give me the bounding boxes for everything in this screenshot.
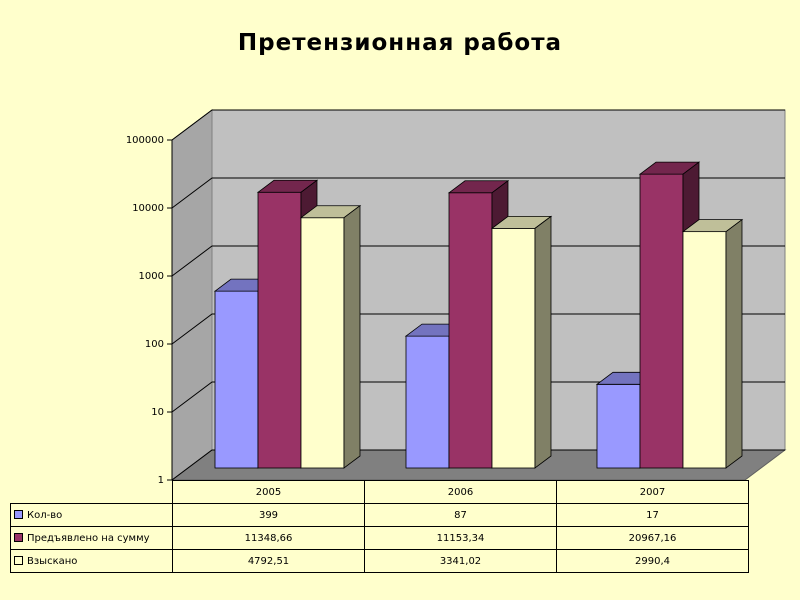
- bar: [491, 227, 536, 469]
- bar: [405, 335, 450, 469]
- table-row-recovered: Взыскано 4792,51 3341,02 2990,4: [10, 549, 749, 573]
- y-tick-label: 1000: [139, 271, 164, 282]
- y-tick-label: 100: [145, 339, 164, 350]
- legend-entry-count: Кол-во: [10, 503, 173, 527]
- gridline: [171, 109, 785, 141]
- table-row-count: Кол-во 399 87 17: [10, 503, 749, 527]
- y-tick-label: 10000: [132, 203, 164, 214]
- table-cell: 3341,02: [364, 549, 557, 573]
- bar-side: [343, 204, 361, 469]
- chart-title: Претензионная работа: [237, 30, 563, 56]
- table-cell: 2990,4: [556, 549, 749, 573]
- gridline: [171, 381, 785, 413]
- gridline: [171, 449, 785, 481]
- bar: [682, 231, 727, 469]
- gridline: [171, 245, 785, 277]
- gridline: [171, 313, 785, 345]
- table-cell: 11348,66: [172, 526, 365, 550]
- legend-label-count: Кол-во: [27, 509, 63, 521]
- legend-swatch-recovered: [14, 556, 23, 565]
- bar: [448, 192, 493, 469]
- bar: [639, 173, 684, 469]
- bar: [257, 191, 302, 469]
- legend-swatch-claimed: [14, 533, 23, 542]
- table-cell: 20967,16: [556, 526, 749, 550]
- table-header-2006: 2006: [364, 480, 557, 504]
- table-corner: [10, 480, 173, 504]
- y-tick-label: 100000: [126, 135, 164, 146]
- table-header-2005: 2005: [172, 480, 365, 504]
- legend-label-recovered: Взыскано: [27, 555, 78, 567]
- gridline: [171, 177, 785, 209]
- bar: [596, 383, 641, 469]
- legend-entry-recovered: Взыскано: [10, 549, 173, 573]
- bar: [300, 217, 345, 469]
- side-wall: [171, 109, 213, 481]
- table-cell: 4792,51: [172, 549, 365, 573]
- table-row-claimed: Предъявлено на сумму 11348,66 11153,34 2…: [10, 526, 749, 550]
- y-tick-label: 10: [151, 407, 164, 418]
- bar: [214, 290, 259, 469]
- table-cell: 17: [556, 503, 749, 527]
- table-cell: 399: [172, 503, 365, 527]
- bar-side: [725, 218, 743, 469]
- legend-label-claimed: Предъявлено на сумму: [27, 532, 150, 544]
- table-cell: 87: [364, 503, 557, 527]
- table-header-row: 2005 2006 2007: [10, 480, 749, 504]
- table-cell: 11153,34: [364, 526, 557, 550]
- bar-side: [534, 215, 552, 469]
- table-header-2007: 2007: [556, 480, 749, 504]
- legend-swatch-count: [14, 510, 23, 519]
- data-table: 2005 2006 2007 Кол-во 399 87 17 Предъявл…: [10, 480, 749, 573]
- legend-entry-claimed: Предъявлено на сумму: [10, 526, 173, 550]
